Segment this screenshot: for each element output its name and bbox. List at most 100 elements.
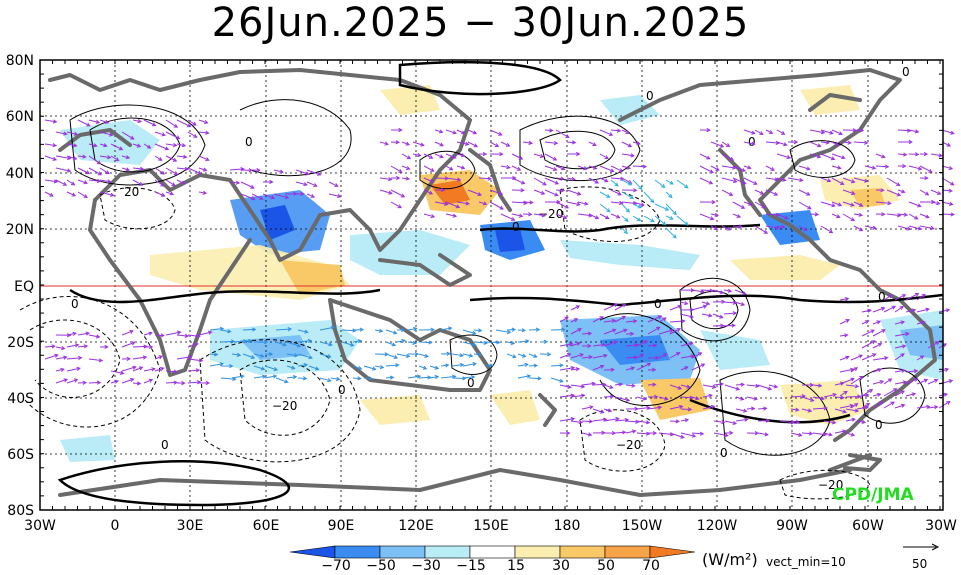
flux-vector — [77, 179, 88, 184]
flux-vector — [240, 181, 255, 189]
flux-vector — [385, 364, 399, 367]
flux-vector-head — [633, 319, 638, 324]
flux-vector-head — [830, 156, 836, 161]
flux-vector-head — [630, 153, 635, 158]
flux-vector-head — [854, 384, 860, 389]
flux-vector — [198, 331, 212, 336]
flux-vector-head — [52, 119, 58, 124]
flux-vector — [306, 169, 321, 176]
flux-vector-head — [700, 289, 705, 294]
flux-vector-head — [158, 355, 163, 360]
flux-vector-head — [196, 380, 202, 385]
flux-vector-head — [576, 191, 582, 196]
flux-vector-head — [900, 403, 906, 408]
flux-vector-head — [82, 380, 87, 385]
flux-vector-head — [900, 390, 905, 395]
flux-vector-head — [870, 329, 875, 334]
flux-vector — [165, 131, 180, 139]
flux-vector — [286, 376, 297, 379]
flux-vector — [599, 177, 608, 182]
flux-vector — [88, 143, 97, 147]
flux-vector — [861, 389, 873, 397]
flux-vector-head — [736, 214, 742, 218]
flux-vector-head — [98, 358, 104, 363]
flux-vector — [55, 131, 67, 135]
flux-vector — [592, 418, 607, 422]
flux-vector-head — [260, 353, 265, 358]
flux-vector — [823, 432, 833, 436]
flux-vector — [511, 177, 525, 185]
flux-vector — [872, 343, 882, 349]
flux-vector — [941, 201, 953, 205]
flux-vector-head — [537, 376, 542, 381]
flux-vector-head — [950, 181, 955, 186]
flux-vector-head — [95, 334, 101, 339]
flux-vector-head — [96, 178, 102, 184]
flux-vector-head — [616, 128, 622, 133]
flux-vector — [319, 341, 333, 346]
flux-vector — [743, 129, 755, 134]
flux-vector-head — [759, 190, 765, 195]
flux-vector-head — [784, 215, 789, 220]
flux-vector — [875, 201, 891, 204]
flux-vector — [44, 119, 57, 123]
flux-vector-head — [834, 141, 840, 146]
contour-label: 0 — [71, 297, 79, 311]
flux-vector — [927, 341, 940, 349]
flux-vector-head — [66, 168, 72, 173]
flux-vector-head — [606, 194, 611, 198]
flux-vector — [790, 395, 806, 398]
flux-vector — [812, 432, 827, 436]
flux-vector-head — [430, 327, 435, 332]
flux-vector-head — [684, 418, 690, 423]
flux-vector — [253, 353, 264, 357]
flux-vector — [363, 377, 373, 380]
flux-vector — [88, 382, 101, 384]
flux-vector-head — [327, 378, 332, 383]
flux-vector-head — [744, 417, 749, 422]
flux-vector-head — [388, 190, 393, 195]
flux-vector — [894, 381, 907, 385]
flux-vector-head — [662, 317, 667, 322]
flux-vector-head — [571, 176, 576, 181]
flux-vector — [110, 143, 123, 151]
flux-vector-head — [118, 146, 124, 151]
flux-vector — [599, 165, 614, 172]
flux-vector-head — [136, 381, 142, 386]
flux-vector — [544, 141, 558, 144]
flux-vector-head — [576, 341, 581, 346]
flux-vector — [473, 329, 482, 332]
flux-vector-head — [806, 191, 811, 196]
flux-vector-head — [535, 327, 541, 332]
flux-vector — [121, 378, 134, 384]
flux-vector-head — [396, 175, 401, 181]
flux-vector — [418, 376, 431, 379]
flux-vector — [820, 177, 831, 182]
flux-vector-head — [570, 366, 576, 371]
flux-vector-head — [896, 192, 902, 197]
flux-vector-head — [888, 294, 893, 299]
flux-vector — [500, 165, 510, 169]
flux-vector-head — [695, 396, 700, 401]
colorbar-tick-label: 15 — [507, 558, 525, 574]
flux-vector — [390, 189, 405, 198]
flux-vector — [679, 313, 694, 318]
flux-vector-head — [773, 384, 779, 389]
flux-vector-head — [680, 434, 685, 439]
latitude-axis: 80N 60N 40N 20N EQ 20S 40S 60S 80S — [6, 53, 34, 519]
flux-vector — [658, 396, 668, 400]
flux-vector-head — [817, 383, 823, 388]
flux-vector — [445, 177, 461, 181]
flux-vector — [930, 201, 940, 205]
flux-vector-head — [472, 130, 478, 135]
flux-vector-head — [305, 171, 310, 176]
flux-vector — [533, 153, 544, 158]
flux-vector-head — [260, 366, 266, 371]
flux-vector — [533, 177, 547, 186]
flux-vector — [599, 153, 609, 159]
flux-vector-head — [571, 140, 577, 145]
flux-vector-head — [430, 168, 435, 172]
flux-vector-head — [428, 190, 434, 195]
flux-vector — [489, 129, 502, 136]
flux-vector — [861, 403, 870, 409]
